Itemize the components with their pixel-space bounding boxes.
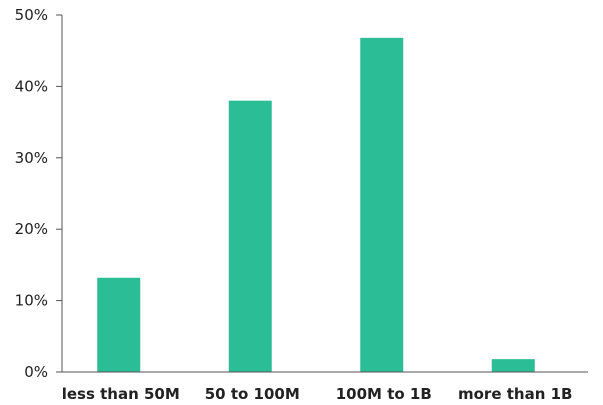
x-category-label: less than 50M [62, 385, 180, 403]
y-tick-label: 10% [15, 292, 48, 310]
y-tick-label: 0% [24, 363, 48, 381]
y-tick-label: 30% [15, 149, 48, 167]
x-category-label: 100M to 1B [336, 385, 432, 403]
x-axis: less than 50M 50 to 100M 100M to 1B more th… [62, 371, 588, 403]
bar [360, 37, 404, 373]
y-tick-label: 40% [15, 77, 48, 95]
y-tick-label: 50% [15, 6, 48, 24]
x-category-label: 50 to 100M [205, 385, 300, 403]
bars [97, 37, 535, 373]
y-axis: 0% 10% 20% 30% 40% 50% [15, 6, 63, 381]
bar [97, 277, 141, 372]
bar [491, 359, 535, 372]
bar [228, 100, 272, 373]
y-tick-label: 20% [15, 220, 48, 238]
x-category-label: more than 1B [458, 385, 572, 403]
